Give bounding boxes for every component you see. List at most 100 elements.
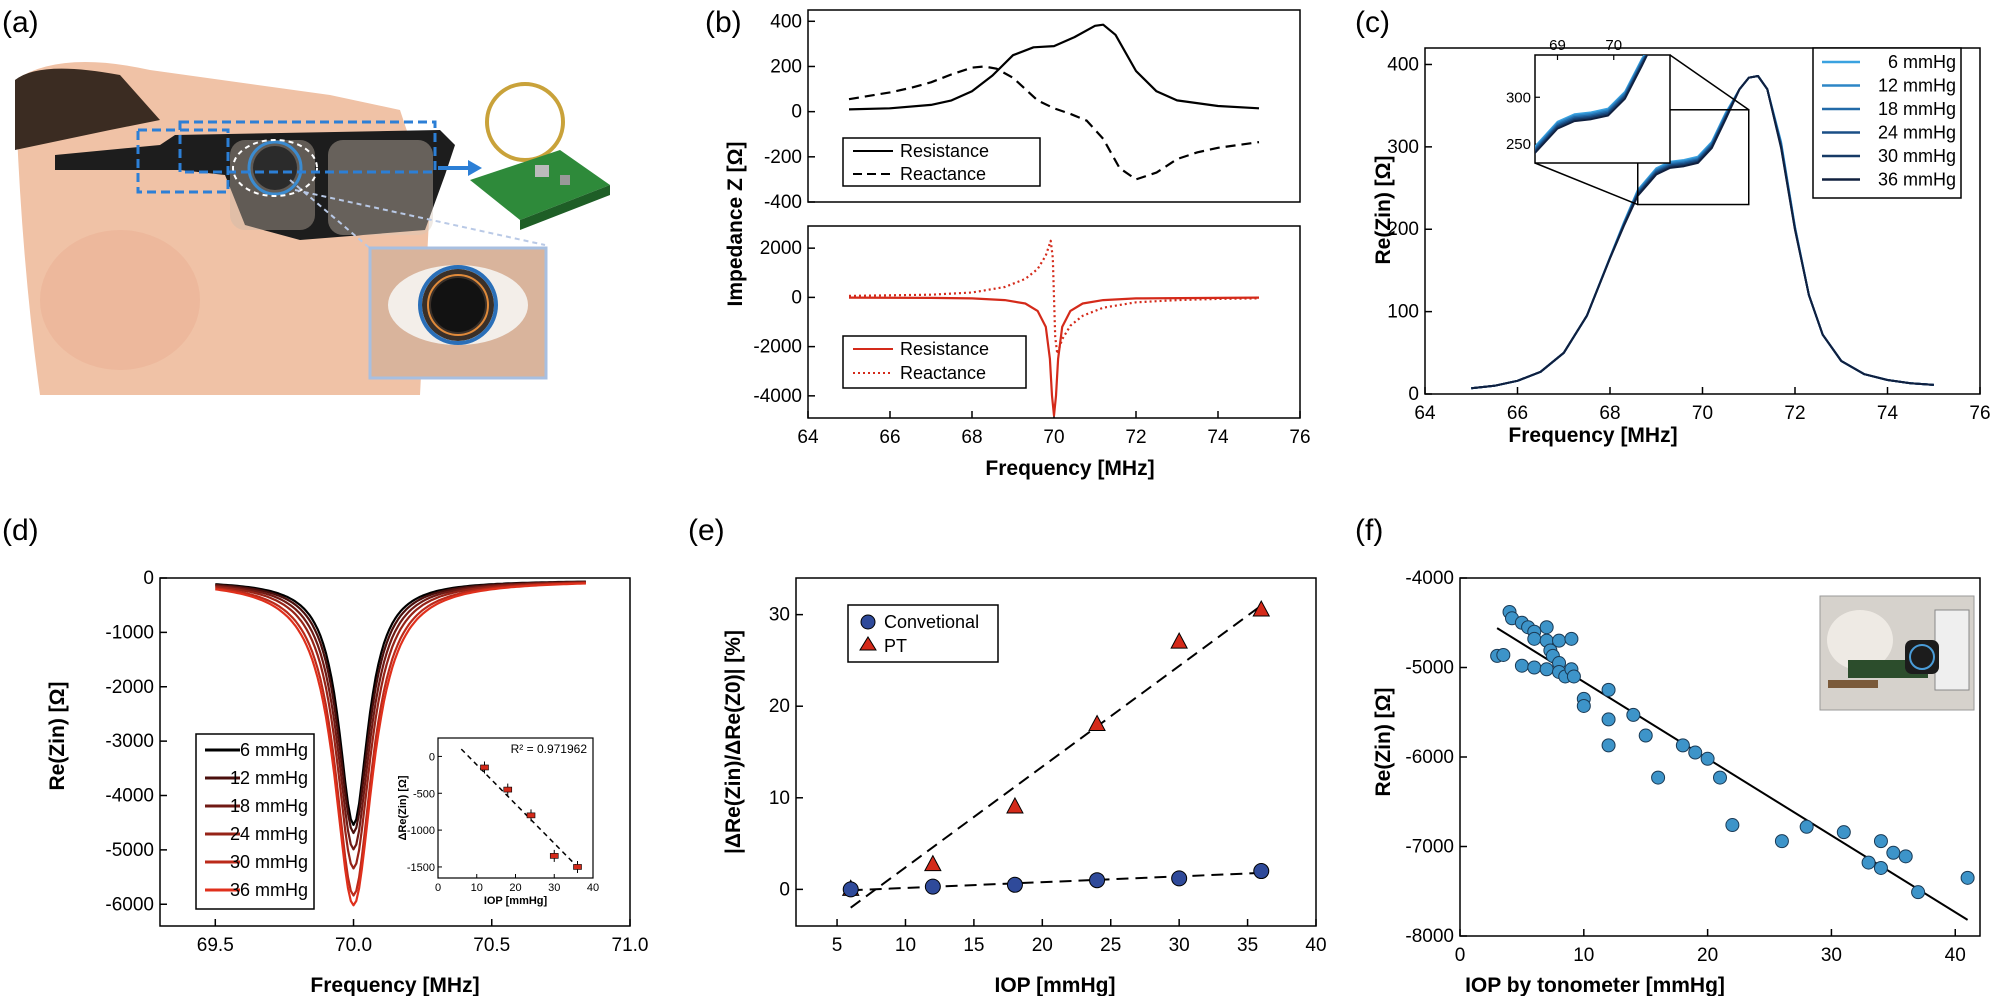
legend-c-label: 12 mmHg [1878, 76, 1956, 96]
d-inset-point [503, 786, 513, 793]
d-inset-point [480, 764, 489, 771]
e-xlabel: IOP [mmHg] [995, 974, 1116, 996]
cheek-blush [40, 230, 200, 370]
f-data-point [1725, 818, 1740, 833]
b-top-reactance-line [848, 65, 1260, 181]
f-ytick-label: -4000 [1405, 568, 1454, 589]
c-zoom-connector [1669, 54, 1750, 111]
d-line-36-mmHg [215, 582, 586, 907]
hair-shape [15, 68, 160, 150]
f-data-point [1576, 698, 1591, 713]
b-top-ytick-label: 0 [791, 102, 802, 123]
f-data-point [1601, 738, 1616, 753]
f-data-point [1886, 845, 1901, 860]
f-data-point [1688, 745, 1703, 760]
d-inset-point [573, 864, 582, 870]
legend-e-pt: PT [884, 636, 907, 656]
legend-d-label: 12 mmHg [230, 768, 308, 788]
f-data-point [1960, 870, 1975, 885]
b-bottom-ytick-label: -4000 [753, 386, 802, 407]
c-xtick-label: 64 [1414, 403, 1436, 424]
f-xtick-label: 20 [1697, 945, 1718, 966]
d-frame [159, 577, 631, 927]
panel-label-b: (b) [705, 6, 742, 39]
d-xtick-label: 70.0 [335, 935, 372, 956]
b-bottom-xtick-label: 76 [1289, 427, 1310, 448]
e-fit-line-pt [850, 604, 1262, 909]
e-conventional-point [1089, 872, 1106, 889]
c-xtick-label: 72 [1784, 403, 1805, 424]
e-xtick-label: 40 [1305, 935, 1326, 956]
d-inset-xtick-label: 40 [587, 882, 599, 894]
f-data-point [1601, 682, 1616, 697]
smart-glasses-illustration [15, 62, 610, 395]
c-inset-ytick-label: 250 [1506, 136, 1531, 153]
legend-c-label: 36 mmHg [1878, 170, 1956, 190]
f-data-point [1651, 770, 1666, 785]
f-ylabel: Re(Zin) [Ω] [1372, 688, 1395, 797]
f-ytick-label: -8000 [1405, 926, 1454, 947]
e-pt-point [1170, 632, 1188, 649]
c-xtick-label: 68 [1599, 403, 1620, 424]
d-inset-xtick-label: 10 [471, 882, 483, 894]
legend-b-bottom-reactance: Reactance [900, 363, 986, 383]
circuit-board [470, 150, 610, 220]
f-data-point [1564, 631, 1579, 646]
f-data-point [1539, 620, 1554, 635]
e-frame [795, 577, 1317, 927]
d-ytick-label: -5000 [105, 840, 154, 861]
legend-c-label: 24 mmHg [1878, 123, 1956, 143]
c-inset-line [1535, 55, 1649, 156]
e-legend: Convetional PT [847, 604, 999, 663]
plot-b-top: 400 200 0 -200 -400 [764, 9, 1301, 213]
c-xtick-label: 74 [1877, 403, 1899, 424]
panel-label-e: (e) [688, 514, 725, 547]
e-xtick-label: 35 [1237, 935, 1258, 956]
plot-b-bottom: 2000 0 -2000 -4000 64 66 68 70 72 74 76 [753, 225, 1311, 448]
b-top-ytick-label: 400 [770, 11, 802, 32]
d-inset-point [549, 853, 559, 859]
legend-d-label: 30 mmHg [230, 852, 308, 872]
b-bottom-ytick-label: -2000 [753, 337, 802, 358]
f-data-point [1911, 885, 1926, 900]
c-line-36-mmHg [1471, 75, 1934, 390]
c-ytick-label: 200 [1387, 219, 1419, 240]
plot-d: 69.5 70.0 70.5 71.0 0 -1000 -2000 -3000 -4000 -50… [105, 568, 648, 956]
d-xtick-label: 71.0 [612, 935, 649, 956]
b-bottom-ytick-label: 2000 [760, 238, 802, 259]
d-inset-ytick-label: 0 [429, 751, 435, 763]
c-inset: 69 70 300 250 [1506, 37, 1750, 206]
f-data-point [1566, 669, 1581, 684]
f-data-point [1873, 860, 1888, 875]
b-top-legend: Resistance Reactance [842, 137, 1041, 187]
d-ytick-label: -4000 [105, 786, 154, 807]
f-ytick-label: -6000 [1405, 747, 1454, 768]
d-inset-xlabel: IOP [mmHg] [484, 895, 548, 907]
f-data-point [1675, 738, 1690, 753]
d-inset-ytick-label: -500 [413, 788, 435, 800]
f-data-point [1861, 855, 1876, 870]
b-bottom-resistance-line [848, 296, 1260, 417]
f-ytick-label: -5000 [1405, 658, 1454, 679]
e-conventional-point [1006, 876, 1023, 893]
f-data-point [1514, 658, 1529, 673]
e-ytick-label: 20 [769, 696, 790, 717]
legend-c-label: 30 mmHg [1878, 146, 1956, 166]
c-zoom-connector [1534, 162, 1639, 206]
f-data-point [1496, 647, 1511, 662]
b-bottom-xtick-label: 72 [1125, 427, 1146, 448]
legend-e-conventional: Convetional [884, 612, 979, 632]
c-xtick-label: 66 [1507, 403, 1528, 424]
d-legend: 6 mmHg 12 mmHg 18 mmHg 24 mmHg 30 mmHg 36 mmH… [195, 733, 315, 910]
closeup-lens-ring [418, 265, 498, 345]
legend-b-top-reactance: Reactance [900, 164, 986, 184]
e-xtick-label: 5 [832, 935, 843, 956]
c-ytick-label: 400 [1387, 54, 1419, 75]
f-ytick-label: -7000 [1405, 837, 1454, 858]
e-xtick-label: 10 [895, 935, 916, 956]
b-bottom-xtick-label: 66 [879, 427, 900, 448]
b-top-ytick-label: 200 [770, 56, 802, 77]
chip [535, 165, 549, 177]
b-bottom-legend: Resistance Reactance [842, 335, 1027, 389]
